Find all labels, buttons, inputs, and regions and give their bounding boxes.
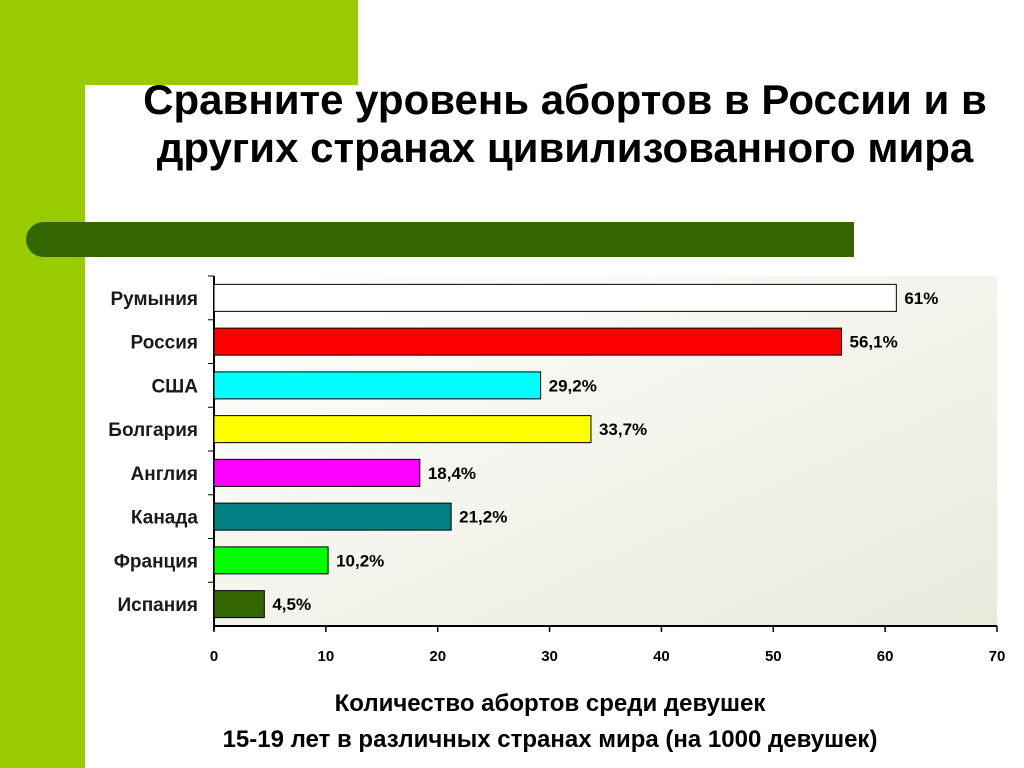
x-tick-label: 30	[541, 648, 558, 665]
bar	[213, 327, 843, 356]
bar	[213, 458, 421, 487]
x-tick-label: 70	[989, 648, 1006, 665]
x-tick-label: 10	[318, 648, 335, 665]
x-tick-label: 20	[429, 648, 446, 665]
x-tick-label: 50	[765, 648, 782, 665]
data-label: 33,7%	[599, 420, 647, 439]
category-label: Болгария	[108, 420, 198, 441]
x-tick-label: 60	[877, 648, 894, 665]
category-label: Франция	[114, 551, 198, 572]
category-label: Румыния	[110, 289, 198, 310]
data-label: 29,2%	[549, 376, 597, 395]
data-label: 18,4%	[428, 464, 476, 483]
x-axis-caption-line2: 15-19 лет в различных странах мира (на 1…	[222, 726, 878, 753]
bar	[213, 546, 329, 575]
data-label: 21,2%	[459, 508, 507, 527]
data-label: 56,1%	[850, 333, 898, 352]
category-label: Россия	[131, 333, 198, 354]
slide-title: Сравните уровень абортов в России и в др…	[143, 76, 987, 171]
bar	[213, 502, 452, 531]
bar	[213, 590, 265, 619]
data-label: 10,2%	[336, 551, 384, 570]
x-axis-caption-line1: Количество абортов среди девушек	[334, 690, 766, 717]
category-label: Канада	[131, 508, 198, 529]
data-label: 61%	[904, 289, 938, 308]
bar	[213, 283, 897, 312]
green-top-band	[0, 0, 358, 85]
category-label: Испания	[117, 595, 198, 616]
bar	[213, 371, 542, 400]
green-side-band	[0, 0, 85, 768]
bar	[213, 415, 592, 444]
data-label: 4,5%	[272, 595, 311, 614]
x-tick-label: 0	[210, 648, 218, 665]
x-tick-label: 40	[653, 648, 670, 665]
category-label: США	[151, 376, 198, 397]
title-divider-strip	[26, 222, 854, 257]
category-label: Англия	[131, 464, 198, 485]
